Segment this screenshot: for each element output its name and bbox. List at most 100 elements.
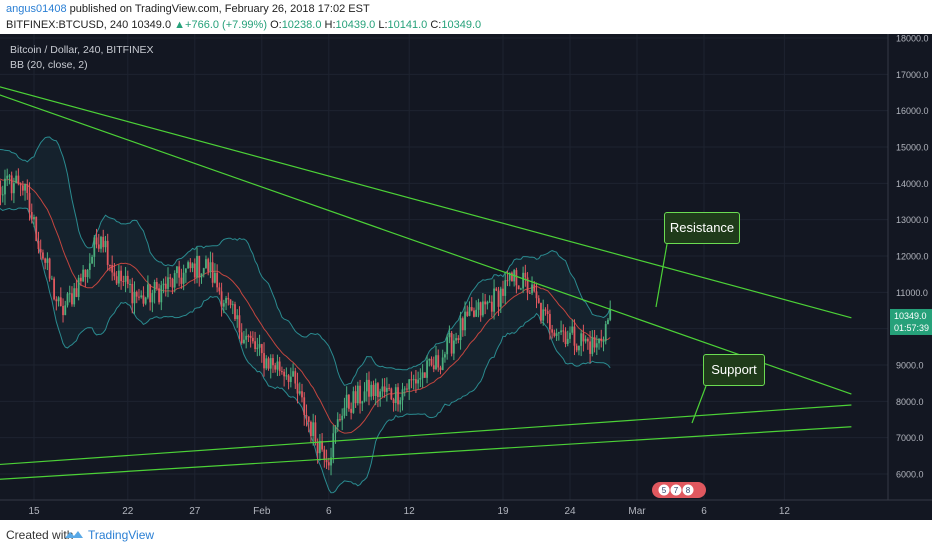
- candle-body: [325, 460, 328, 463]
- candle-body: [312, 422, 315, 437]
- candle-body: [245, 335, 248, 340]
- x-tick-label: 12: [404, 506, 416, 517]
- candle-body: [44, 258, 47, 263]
- candle-body: [368, 379, 370, 397]
- open-label: O:: [270, 19, 282, 31]
- candle-body: [473, 310, 475, 317]
- y-tick-label: 15000.0: [896, 143, 929, 153]
- candle-body: [406, 388, 408, 390]
- candle-body: [537, 298, 540, 303]
- candle-body: [254, 341, 256, 349]
- candle-body: [256, 347, 259, 349]
- candle-body: [173, 273, 176, 288]
- candle-body: [495, 288, 498, 291]
- candle-body: [8, 175, 11, 177]
- candle-body: [77, 277, 80, 297]
- candle-body: [562, 330, 565, 332]
- candle-body: [207, 259, 210, 272]
- candle-body: [573, 326, 576, 346]
- candle-body: [258, 344, 261, 348]
- candle-body: [586, 338, 589, 342]
- candle-body: [448, 332, 451, 338]
- candle-body: [432, 365, 435, 370]
- candle-body: [466, 311, 469, 316]
- candle-body: [272, 358, 274, 366]
- x-tick-label: 15: [28, 506, 40, 517]
- candle-body: [582, 333, 585, 342]
- author-link[interactable]: angus01408: [6, 3, 67, 15]
- candle-body: [48, 258, 51, 279]
- event-count: 7: [674, 486, 679, 495]
- candle-body: [225, 297, 227, 304]
- chart-area[interactable]: 6000.07000.08000.09000.010000.011000.012…: [0, 34, 932, 520]
- candle-body: [115, 276, 118, 284]
- candle-body: [1, 194, 4, 196]
- candle-body: [187, 262, 189, 269]
- candle-body: [332, 433, 335, 458]
- price-scale: [888, 34, 932, 520]
- y-tick-label: 16000.0: [896, 106, 929, 116]
- candle-body: [82, 269, 85, 282]
- candle-body: [595, 343, 598, 348]
- trendline-support: [0, 426, 852, 480]
- candle-body: [321, 440, 323, 450]
- candle-body: [339, 419, 341, 421]
- tradingview-brand-link[interactable]: TradingView: [88, 528, 155, 542]
- candle-body: [555, 333, 558, 336]
- candle-body: [490, 301, 493, 312]
- candle-body: [323, 449, 326, 461]
- candle-body: [28, 192, 31, 213]
- candle-body: [430, 358, 433, 366]
- event-count: 5: [662, 486, 667, 495]
- candle-body: [301, 391, 303, 398]
- candle-body: [64, 305, 67, 316]
- candle-body: [80, 277, 82, 282]
- candle-body: [227, 297, 230, 300]
- candle-body: [591, 337, 594, 354]
- candle-body: [316, 441, 319, 454]
- candle-body: [600, 338, 603, 342]
- candle-body: [13, 183, 15, 194]
- candle-body: [71, 293, 73, 305]
- candle-body: [109, 264, 111, 266]
- y-tick-label: 8000.0: [896, 397, 924, 407]
- candle-body: [160, 285, 163, 303]
- footer: Created with TradingView: [0, 520, 932, 550]
- candle-body: [91, 256, 93, 264]
- candle-body: [106, 240, 109, 265]
- bollinger-upper: [0, 136, 611, 386]
- price-change: +766.0 (+7.99%): [185, 19, 267, 31]
- candle-body: [526, 277, 529, 293]
- candle-body: [294, 371, 297, 384]
- indicator-legend[interactable]: BB (20, close, 2): [10, 59, 88, 71]
- candle-body: [350, 408, 353, 413]
- symbol-legend: Bitcoin / Dollar, 240, BITFINEX: [10, 44, 154, 56]
- candle-body: [348, 394, 350, 409]
- candle-body: [549, 314, 551, 330]
- candle-body: [100, 236, 102, 249]
- high-value: 10439.0: [335, 19, 376, 31]
- candle-body: [457, 338, 460, 341]
- candle-body: [310, 421, 312, 437]
- candle-body: [593, 337, 596, 348]
- candle-body: [388, 387, 390, 389]
- candle-body: [540, 302, 542, 321]
- candle-body: [285, 375, 288, 377]
- candle-body: [169, 277, 172, 279]
- y-tick-label: 18000.0: [896, 34, 929, 44]
- candle-body: [578, 345, 580, 351]
- candle-body: [383, 386, 386, 392]
- candle-body: [184, 268, 187, 273]
- candle-body: [341, 415, 344, 421]
- candle-body: [84, 269, 87, 278]
- low-value: 10141.0: [387, 19, 428, 31]
- candle-body: [589, 341, 591, 354]
- price-chart[interactable]: 6000.07000.08000.09000.010000.011000.012…: [0, 34, 932, 520]
- x-tick-label: Mar: [628, 506, 646, 517]
- candle-body: [365, 379, 368, 392]
- candle-body: [566, 338, 569, 345]
- candle-body: [535, 291, 538, 299]
- current-price-label: 10349.0: [894, 311, 927, 321]
- candle-body: [305, 414, 308, 417]
- trendline-resistance: [0, 86, 852, 319]
